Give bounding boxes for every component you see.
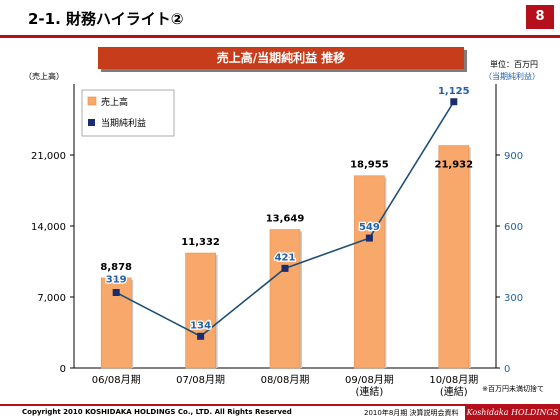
profit-marker [365,234,373,242]
sales-profit-chart: 0 7,000 14,000 21,000 0 300 600 900 8,878 11,332 1… [31,84,523,398]
sales-value-label: 11,332 [181,237,220,248]
document-title: 2010年8月期 決算説明会資料 [364,409,459,417]
right-tick-label: 0 [504,364,510,375]
category-label: (連結) [355,385,383,398]
brand-logo: Koshidaka HOLDINGS [465,406,560,420]
footnote: ※百万円未満切捨て [482,385,544,393]
legend-swatch-sales [87,96,97,106]
right-tick-label: 600 [504,222,523,233]
copyright-text: Copyright 2010 KOSHIDAKA HOLDINGS Co., L… [22,408,292,416]
page-number-badge: 8 [526,5,554,29]
sales-value-label: 18,955 [350,160,389,171]
profit-value-label: 549 [359,222,380,233]
category-label: 08/08月期 [261,374,310,386]
profit-value-label: 1,125 [438,86,470,97]
profit-marker [450,98,458,106]
left-axis-title: （売上高） [24,72,64,81]
left-tick-label: 21,000 [31,151,66,162]
sales-bar [438,145,470,369]
sales-bar [269,229,301,369]
sales-value-label: 21,932 [435,160,474,171]
page-title: 2-1. 財務ハイライト② [28,10,184,28]
legend-label-sales: 売上高 [101,96,128,108]
left-tick-label: 7,000 [37,293,66,304]
profit-marker [112,289,120,297]
profit-marker [197,332,205,340]
legend-box [81,89,175,137]
footer-bar: Copyright 2010 KOSHIDAKA HOLDINGS Co., L… [0,404,560,420]
left-tick-label: 14,000 [31,222,66,233]
legend-swatch-profit [88,119,95,126]
category-label: 07/08月期 [176,374,225,386]
left-tick-label: 0 [60,364,66,375]
right-tick-label: 900 [504,151,523,162]
right-axis-title: （当期純利益） [484,72,540,81]
chart-title-banner: 売上高/当期純利益 推移 [98,47,464,69]
sales-bar [100,277,132,369]
profit-value-label: 319 [106,275,127,286]
header-bar: 2-1. 財務ハイライト② 8 [0,0,560,38]
sales-bar [185,252,216,369]
sales-value-label: 13,649 [266,214,305,225]
unit-label: 単位：百万円 [490,60,538,69]
profit-marker [281,264,289,272]
category-label: 09/08月期 [345,374,394,386]
legend-label-profit: 当期純利益 [101,117,146,129]
category-label: (連結) [440,385,468,398]
sales-value-label: 8,878 [100,262,132,273]
category-label: 06/08月期 [92,374,141,386]
profit-value-label: 421 [275,252,296,263]
sales-bar [354,175,385,369]
profit-value-label: 134 [190,320,211,331]
category-label: 10/08月期 [429,374,478,386]
right-tick-label: 300 [504,293,523,304]
